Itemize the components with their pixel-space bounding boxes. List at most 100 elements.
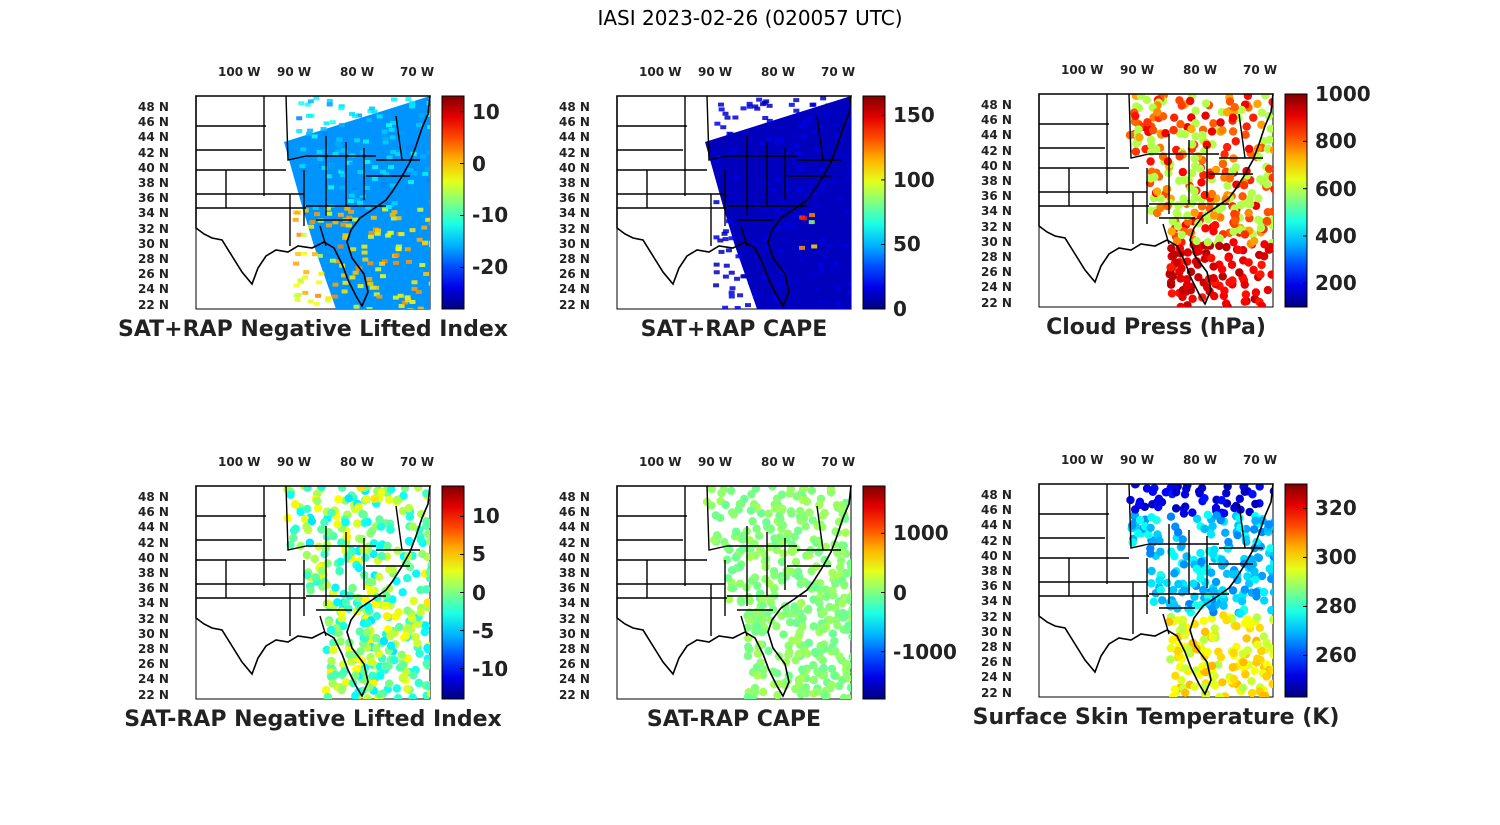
map-panel-li-sat-rap: 100 W 90 W 80 W 70 W 48 N 46 N 44 N 42 N 40 N 38 …: [100, 55, 570, 385]
lat-tick-label: 48 N: [138, 100, 169, 114]
lon-tick-label: 80 W: [1183, 453, 1218, 467]
lon-tick-label: 80 W: [340, 65, 375, 79]
state-border: [706, 95, 728, 161]
colorbar-tick-label: -10: [472, 656, 509, 681]
colorbar-tick-label: 5: [472, 542, 486, 567]
lat-tick-label: 24 N: [138, 282, 169, 297]
lat-tick-label: 40 N: [138, 550, 169, 565]
lat-tick-label: 34 N: [981, 594, 1012, 609]
lat-tick-label: 46 N: [981, 503, 1012, 518]
lat-tick-label: 44 N: [559, 520, 590, 535]
lat-tick-label: 40 N: [559, 160, 590, 175]
map-svg: [616, 95, 886, 310]
lon-tick-label: 80 W: [761, 65, 796, 79]
map-svg: [1038, 93, 1308, 308]
map-svg: [195, 485, 465, 700]
state-border: [1238, 113, 1246, 159]
colorbar-tick-label: 260: [1315, 643, 1357, 668]
lon-tick-label: 90 W: [277, 65, 312, 79]
state-border: [1162, 223, 1170, 245]
panel-title: SAT+RAP Negative Lifted Index: [118, 317, 508, 342]
lat-tick-label: 42 N: [981, 533, 1012, 548]
lat-tick-label: 38 N: [981, 564, 1012, 578]
lat-tick-label: 46 N: [138, 505, 169, 520]
lat-tick-label: 22 N: [559, 297, 590, 312]
colorbar: [441, 95, 465, 310]
satellite-data-layer: [283, 486, 430, 699]
colorbar-tick-label: 300: [1315, 545, 1357, 570]
lat-tick-label: 22 N: [138, 297, 169, 312]
lat-tick-label: 24 N: [138, 672, 169, 687]
lat-tick-label: 36 N: [138, 581, 169, 596]
lon-tick-label: 90 W: [1120, 453, 1155, 467]
colorbar-tick-label: -5: [472, 618, 495, 643]
colorbar: [1284, 93, 1308, 308]
colorbar-tick-label: 0: [472, 580, 486, 605]
map-panel-cape-sat-minus-rap: 100 W 90 W 80 W 70 W 48 N 46 N 44 N 42 N 40 N 38 …: [521, 445, 991, 775]
lat-tick-label: 22 N: [559, 687, 590, 702]
colorbar-tick-label: 320: [1315, 496, 1357, 521]
lon-tick-label: 80 W: [761, 455, 796, 469]
lon-tick-label: 70 W: [400, 65, 435, 79]
colorbar-tick-label: 100: [893, 167, 935, 192]
map-panel-li-sat-minus-rap: 100 W 90 W 80 W 70 W 48 N 46 N 44 N 42 N 40 N 38 …: [100, 445, 570, 775]
lat-tick-label: 40 N: [559, 550, 590, 565]
state-border: [1162, 613, 1170, 635]
lat-tick-label: 42 N: [138, 535, 169, 550]
colorbar-tick-label: 400: [1315, 224, 1357, 248]
lat-tick-label: 26 N: [138, 657, 169, 672]
lat-tick-label: 38 N: [981, 174, 1012, 188]
lat-tick-label: 22 N: [138, 687, 169, 702]
colorbar-tick-label: 150: [893, 103, 935, 128]
colorbar-tick-label: 0: [893, 580, 907, 605]
lat-tick-label: 46 N: [138, 115, 169, 130]
map-svg: [195, 95, 465, 310]
lat-tick-label: 44 N: [138, 130, 169, 145]
lat-tick-label: 38 N: [138, 176, 169, 190]
lon-tick-label: 90 W: [277, 455, 312, 469]
lat-tick-label: 48 N: [138, 490, 169, 504]
lon-tick-label: 70 W: [1243, 63, 1278, 77]
lat-tick-label: 42 N: [981, 143, 1012, 158]
lat-tick-label: 46 N: [981, 113, 1012, 128]
lat-tick-label: 44 N: [981, 518, 1012, 533]
state-border: [395, 115, 403, 161]
lon-tick-label: 90 W: [698, 455, 733, 469]
lat-tick-label: 24 N: [981, 280, 1012, 295]
lon-tick-label: 70 W: [400, 455, 435, 469]
satellite-data-layer: [1126, 484, 1273, 697]
lat-tick-label: 42 N: [559, 535, 590, 550]
lat-tick-label: 40 N: [981, 548, 1012, 563]
lat-tick-label: 28 N: [981, 640, 1012, 654]
colorbar-tick-label: 280: [1315, 594, 1357, 619]
lat-tick-label: 28 N: [138, 252, 169, 266]
state-border: [740, 225, 748, 247]
lat-tick-label: 44 N: [981, 128, 1012, 143]
colorbar-tick-label: 50: [893, 232, 921, 257]
lat-tick-label: 24 N: [559, 282, 590, 297]
lat-tick-label: 26 N: [981, 265, 1012, 280]
lat-tick-label: 32 N: [559, 221, 590, 236]
colorbar-tick-label: 600: [1315, 176, 1357, 201]
state-border: [1128, 93, 1150, 159]
colorbar-tick-label: 10: [472, 99, 500, 124]
state-border: [285, 95, 307, 161]
lon-tick-label: 80 W: [340, 455, 375, 469]
state-border: [706, 485, 728, 551]
lat-tick-label: 26 N: [981, 655, 1012, 670]
colorbar-tick-label: -20: [472, 255, 509, 280]
lon-tick-label: 70 W: [821, 65, 856, 79]
lat-tick-label: 34 N: [138, 596, 169, 611]
colorbar-tick-label: 200: [1315, 271, 1357, 296]
colorbar: [862, 95, 886, 310]
lat-tick-label: 36 N: [138, 191, 169, 206]
lat-tick-label: 30 N: [559, 236, 590, 251]
state-border: [816, 115, 824, 161]
lat-tick-label: 34 N: [138, 206, 169, 221]
lat-tick-label: 38 N: [138, 566, 169, 580]
lon-tick-label: 100 W: [218, 65, 261, 79]
lat-tick-label: 22 N: [981, 685, 1012, 700]
lon-tick-label: 100 W: [1061, 453, 1104, 467]
colorbar-tick-label: 800: [1315, 129, 1357, 154]
satellite-data-layer: [284, 96, 430, 309]
